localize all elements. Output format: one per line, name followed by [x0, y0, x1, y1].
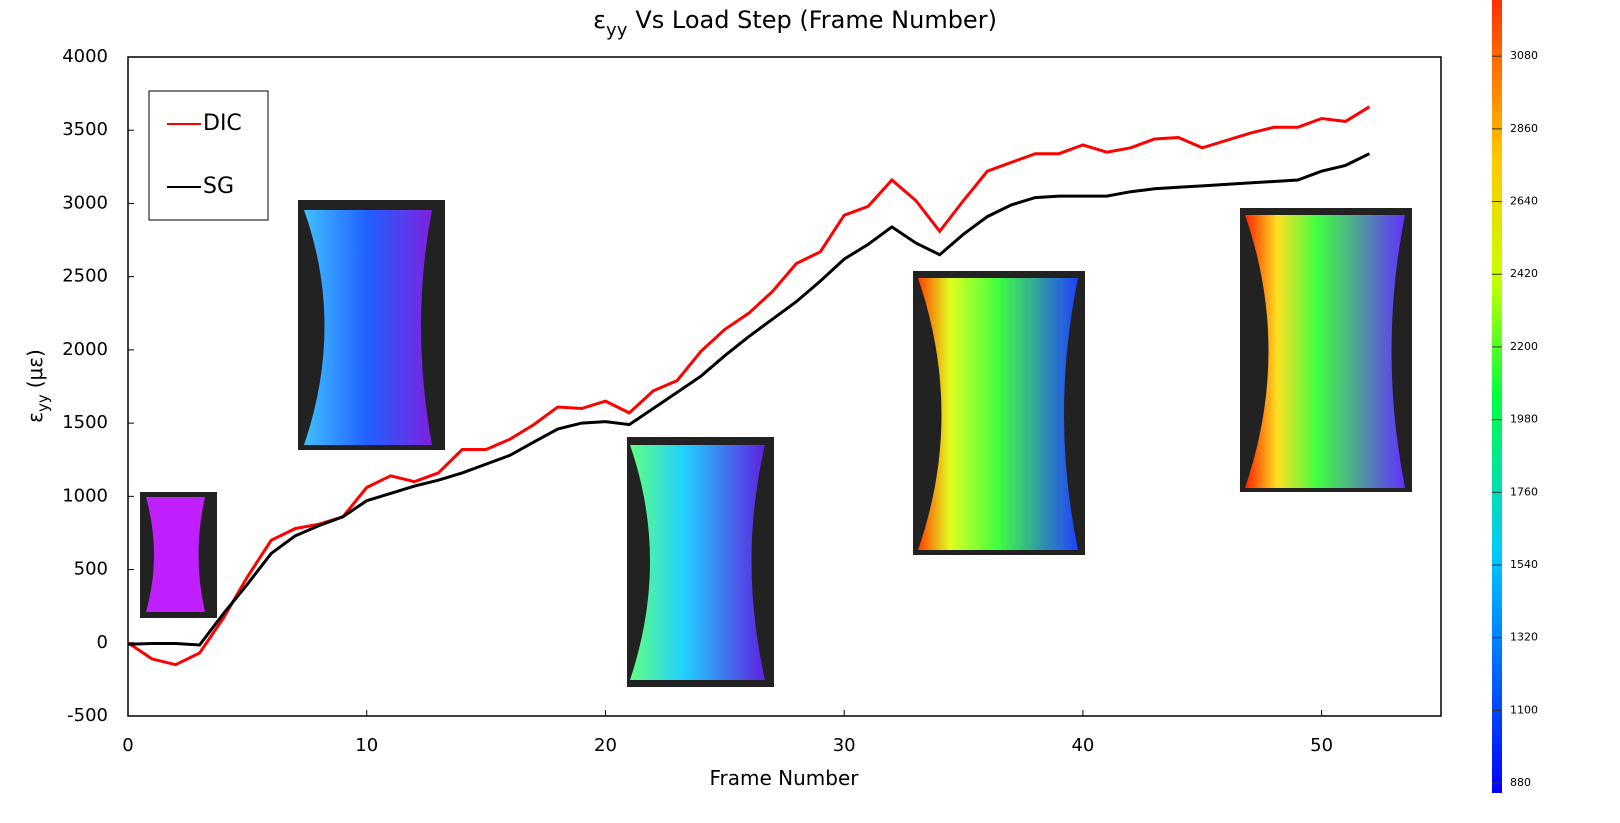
- x-tick-label: 50: [1310, 735, 1333, 756]
- y-tick-label: 1500: [62, 412, 108, 433]
- plot-frame: [127, 56, 1442, 717]
- inset-field: [918, 278, 1078, 550]
- y-tick-label: 500: [74, 559, 108, 580]
- x-tick-label: 0: [122, 735, 133, 756]
- title-subscript: yy: [606, 20, 628, 41]
- colorbar-tick-label: 880: [1510, 776, 1531, 789]
- line: [127, 152, 1371, 647]
- y-tick-label: 2500: [62, 266, 108, 287]
- title-text: Vs Load Step (Frame Number): [635, 6, 997, 34]
- inset-field: [630, 445, 765, 680]
- x-tick-label: 30: [833, 735, 856, 756]
- colorbar-tick-label: 1980: [1510, 413, 1538, 426]
- legend-label: SG: [203, 174, 234, 199]
- colorbar: [1492, 0, 1502, 793]
- y-tick-label: 1000: [62, 485, 108, 506]
- inset-images: [140, 200, 1412, 687]
- title-symbol: ε: [593, 6, 606, 34]
- legend-box: [148, 90, 269, 221]
- colorbar-tick-label: 3080: [1510, 49, 1538, 62]
- chart-title: εyy Vs Load Step (Frame Number): [593, 6, 997, 41]
- colorbar-tick-label: 1540: [1510, 558, 1538, 571]
- colorbar-tick-label: 2640: [1510, 195, 1538, 208]
- x-axis-label: Frame Number: [709, 766, 859, 790]
- inset-field: [1245, 215, 1405, 488]
- y-tick-label: 3000: [62, 192, 108, 213]
- inset-field: [304, 210, 432, 445]
- y-tick-label: 2000: [62, 339, 108, 360]
- colorbar-tick-label: 1760: [1510, 485, 1538, 498]
- x-tick-label: 20: [594, 735, 617, 756]
- y-label-text: (με): [23, 349, 47, 388]
- x-tick-label: 40: [1071, 735, 1094, 756]
- colorbar-tick-label: 2200: [1510, 340, 1538, 353]
- legend-label: DIC: [203, 111, 242, 136]
- y-tick-label: 0: [97, 632, 108, 653]
- colorbar-tick-label: 1100: [1510, 703, 1538, 716]
- x-tick-label: 10: [355, 735, 378, 756]
- y-label-symbol: ε: [23, 412, 47, 423]
- y-tick-label: -500: [67, 705, 108, 726]
- y-axis-label: εyy (με): [23, 349, 52, 423]
- colorbar-tick-label: 2420: [1510, 267, 1538, 280]
- y-tick-label: 3500: [62, 119, 108, 140]
- inset-field: [146, 497, 205, 612]
- y-label-subscript: yy: [34, 394, 52, 412]
- colorbar-tick-label: 1320: [1510, 631, 1538, 644]
- colorbar-tick-label: 2860: [1510, 122, 1538, 135]
- y-tick-label: 4000: [62, 46, 108, 67]
